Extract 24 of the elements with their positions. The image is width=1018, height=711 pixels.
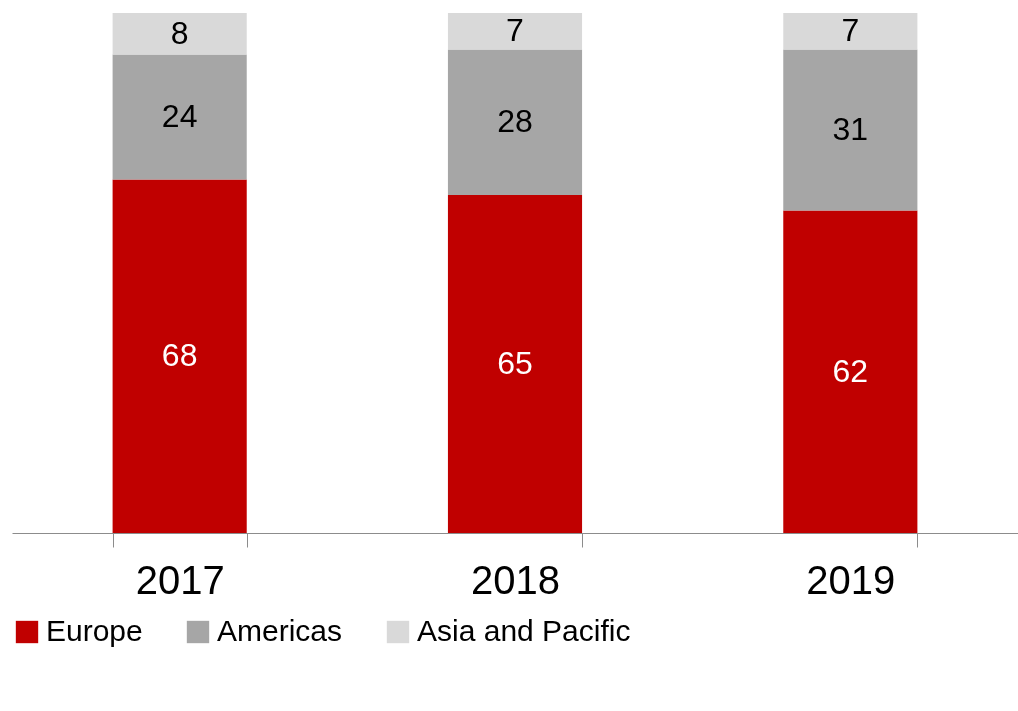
data-label: 68 bbox=[161, 337, 198, 374]
data-label: 28 bbox=[497, 103, 533, 140]
legend-label: Asia and Pacific bbox=[417, 614, 631, 647]
x-tick-label: 2019 bbox=[806, 557, 896, 602]
bar bbox=[112, 179, 247, 533]
bar bbox=[447, 49, 583, 195]
legend-label: Europe bbox=[46, 614, 143, 647]
bar bbox=[112, 54, 247, 180]
data-label: 62 bbox=[832, 352, 869, 389]
bar bbox=[447, 195, 583, 533]
data-label: 7 bbox=[841, 12, 860, 49]
bar bbox=[783, 210, 918, 533]
bar bbox=[783, 49, 918, 211]
data-label: 7 bbox=[506, 12, 524, 49]
bar bbox=[447, 13, 583, 50]
data-label: 65 bbox=[497, 345, 533, 381]
x-tick-label: 2018 bbox=[471, 557, 560, 602]
bar bbox=[112, 13, 247, 55]
data-label: 24 bbox=[161, 98, 198, 134]
legend-label: Americas bbox=[217, 614, 343, 647]
data-label: 31 bbox=[832, 111, 869, 147]
bar bbox=[783, 13, 918, 50]
x-tick-label: 2017 bbox=[135, 557, 225, 602]
data-label: 8 bbox=[170, 14, 189, 51]
